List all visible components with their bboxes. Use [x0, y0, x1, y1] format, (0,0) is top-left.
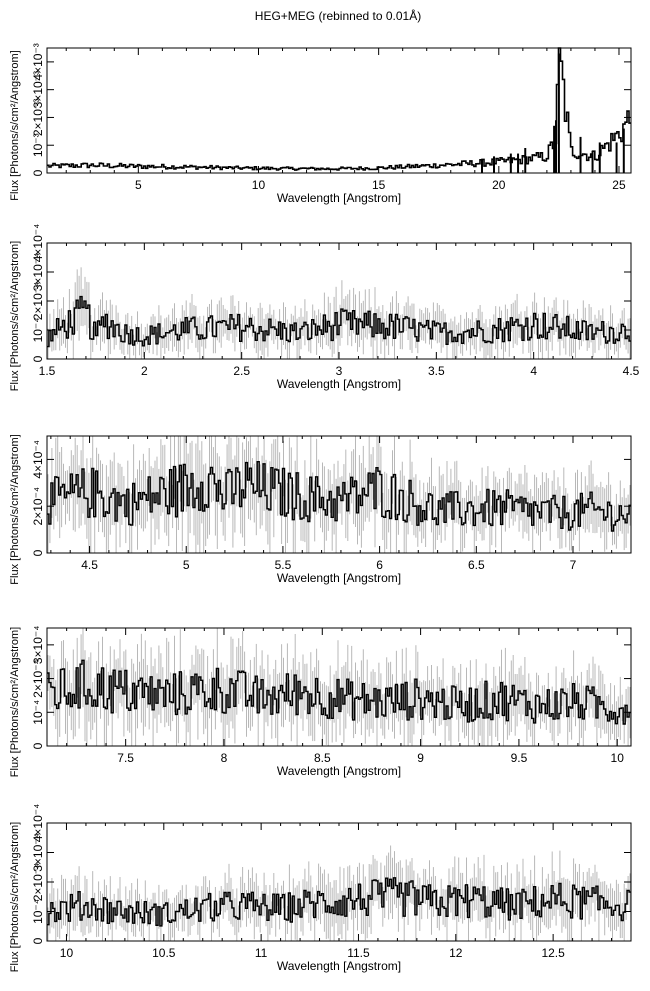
x-tick-label: 4.5: [81, 558, 98, 572]
x-axis-label: Wavelength [Angstrom]: [277, 959, 401, 973]
x-tick-label: 7.5: [117, 751, 134, 765]
x-tick-label: 5: [183, 558, 190, 572]
y-tick-label: 0: [31, 355, 45, 362]
y-tick-label: 0: [31, 549, 45, 556]
x-tick-label: 5.5: [275, 558, 292, 572]
x-tick-label: 15: [372, 178, 386, 192]
x-tick-label: 5: [135, 178, 142, 192]
y-axis-label: Flux [Photons/s/cm²/Angstrom]: [9, 627, 21, 777]
x-tick-label: 11.5: [347, 946, 370, 960]
y-tick-label: 10⁻³: [31, 133, 45, 157]
y-axis-label: Flux [Photons/s/cm²/Angstrom]: [9, 434, 21, 584]
x-tick-label: 9: [417, 751, 424, 765]
x-tick-label: 9.5: [511, 751, 528, 765]
x-axis-label: Wavelength [Angstrom]: [277, 571, 401, 585]
x-tick-label: 25: [612, 178, 626, 192]
y-tick-label: 2×10⁻⁴: [31, 487, 45, 526]
y-tick-label: 4×10⁻⁴: [31, 440, 45, 479]
x-tick-label: 2.5: [233, 364, 250, 378]
x-tick-label: 11: [255, 946, 268, 960]
panel-4-spectrum-line: [47, 659, 631, 725]
y-tick-label: 10⁻⁴: [31, 318, 45, 343]
x-tick-label: 10.5: [152, 946, 176, 960]
y-axis-label: Flux [Photons/s/cm²/Angstrom]: [9, 241, 21, 391]
panel-5-spectrum-line: [47, 877, 631, 927]
x-tick-label: 4.5: [623, 364, 640, 378]
panel-1-spectrum-line: [47, 47, 631, 171]
chart-title: HEG+MEG (rebinned to 0.01Å): [254, 9, 422, 23]
x-tick-label: 20: [492, 178, 506, 192]
x-tick-label: 4: [530, 364, 537, 378]
x-tick-label: 8: [221, 751, 228, 765]
panel-2-spectrum-line: [47, 295, 631, 348]
x-axis-label: Wavelength [Angstrom]: [277, 191, 401, 205]
y-tick-label: 2×10⁻⁴: [31, 863, 45, 902]
x-tick-label: 10: [611, 751, 625, 765]
y-tick-label: 3×10⁻⁴: [31, 833, 45, 872]
x-tick-label: 3: [336, 364, 343, 378]
panel-5-errorbars: [47, 845, 631, 941]
y-tick-label: 10⁻⁴: [31, 700, 45, 725]
x-tick-label: 6.5: [468, 558, 485, 572]
y-axis-label: Flux [Photons/s/cm²/Angstrom]: [9, 822, 21, 972]
y-tick-label: 2×10⁻³: [31, 99, 45, 136]
y-tick-label: 4×10⁻⁴: [31, 224, 45, 263]
x-tick-label: 10: [60, 946, 74, 960]
y-tick-label: 3×10⁻⁴: [31, 253, 45, 292]
y-tick-label: 0: [31, 937, 45, 944]
x-tick-label: 12.5: [541, 946, 565, 960]
y-tick-label: 0: [31, 169, 45, 176]
y-tick-label: 3×10⁻³: [31, 71, 45, 108]
y-tick-label: 2×10⁻⁴: [31, 282, 45, 321]
x-tick-label: 12: [449, 946, 463, 960]
y-axis-label: Flux [Photons/s/cm²/Angstrom]: [9, 50, 21, 200]
x-axis-label: Wavelength [Angstrom]: [277, 764, 401, 778]
y-tick-label: 3×10⁻⁴: [31, 626, 45, 665]
x-tick-label: 7: [570, 558, 577, 572]
y-tick-label: 2×10⁻⁴: [31, 659, 45, 698]
panel-3-frame: [46, 435, 632, 554]
x-tick-label: 1.5: [39, 364, 56, 378]
panel-4-frame: [46, 627, 632, 747]
y-tick-label: 4×10⁻³: [31, 43, 45, 80]
x-tick-label: 3.5: [428, 364, 445, 378]
panel-3-spectrum-line: [47, 461, 631, 532]
panel-1-frame: [46, 47, 632, 174]
y-tick-label: 10⁻⁴: [31, 899, 45, 924]
y-tick-label: 4×10⁻⁴: [31, 804, 45, 843]
x-tick-label: 8.5: [314, 751, 331, 765]
x-tick-label: 10: [252, 178, 266, 192]
x-tick-label: 6: [376, 558, 383, 572]
y-tick-label: 0: [31, 742, 45, 749]
x-tick-label: 2: [141, 364, 148, 378]
x-axis-label: Wavelength [Angstrom]: [277, 377, 401, 391]
